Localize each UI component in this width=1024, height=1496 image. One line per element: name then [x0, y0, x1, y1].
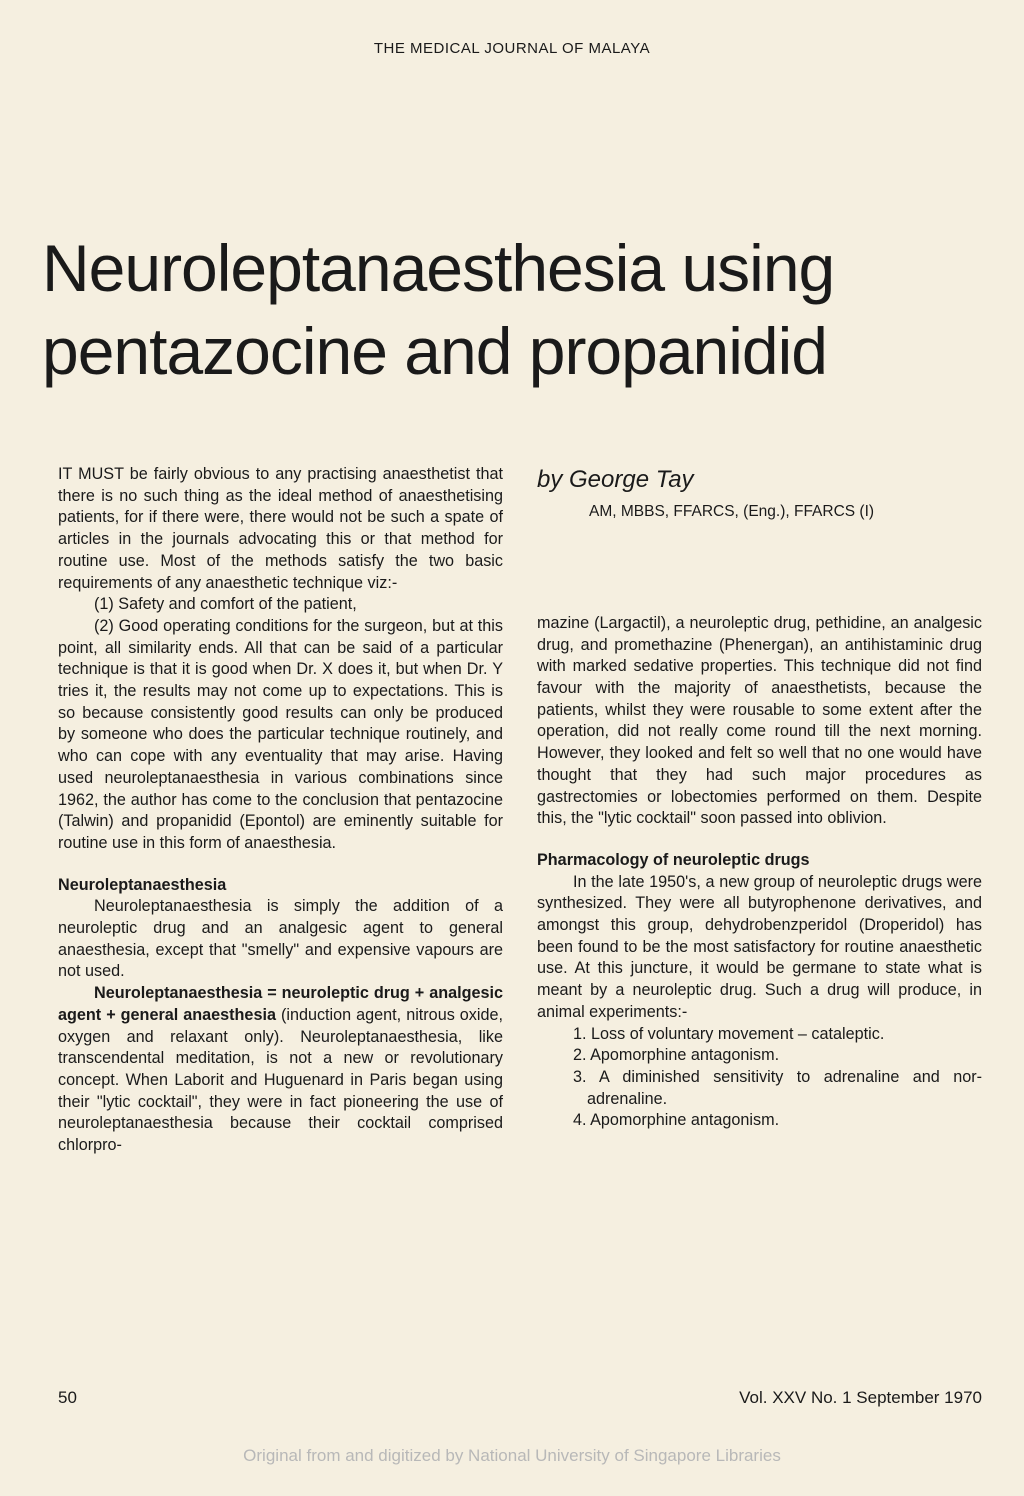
section-heading-pharmacology: Pharmacology of neuroleptic drugs — [537, 850, 982, 872]
neurolept-para-1: Neuroleptanaesthesia is simply the addit… — [58, 896, 503, 983]
pharmacology-para: In the late 1950's, a new group of neuro… — [537, 872, 982, 1024]
journal-header: THE MEDICAL JOURNAL OF MALAYA — [42, 40, 982, 57]
requirement-1: (1) Safety and comfort of the patient, — [58, 594, 503, 616]
effect-3: 3. A diminished sensitivity to adrenalin… — [537, 1067, 982, 1110]
section-heading-neurolept: Neuroleptanaesthesia — [58, 875, 503, 897]
effect-4: 4. Apomorphine antagonism. — [537, 1110, 982, 1132]
neurolept-equation-para: Neuroleptanaesthesia = neuroleptic drug … — [58, 983, 503, 1157]
author-byline: by George Tay — [537, 464, 982, 496]
requirement-2-and-continuation: (2) Good operating conditions for the su… — [58, 616, 503, 855]
intro-paragraph: IT MUST be fairly obvious to any practis… — [58, 464, 503, 594]
right-column: by George Tay AM, MBBS, FFARCS, (Eng.), … — [537, 464, 982, 1157]
article-title: Neuroleptanaesthesia using pentazocine a… — [42, 227, 982, 392]
equation-continuation: (induction agent, nitrous oxide, oxygen … — [58, 1006, 503, 1154]
right-para-1: mazine (Largactil), a neuroleptic drug, … — [537, 613, 982, 830]
effect-1: 1. Loss of voluntary movement – catalept… — [537, 1024, 982, 1046]
issue-info: Vol. XXV No. 1 September 1970 — [739, 1388, 982, 1408]
digitization-watermark: Original from and digitized by National … — [0, 1446, 1024, 1466]
left-column: IT MUST be fairly obvious to any practis… — [58, 464, 503, 1157]
page-footer: 50 Vol. XXV No. 1 September 1970 — [58, 1388, 982, 1408]
two-column-body: IT MUST be fairly obvious to any practis… — [58, 464, 982, 1157]
page-number: 50 — [58, 1388, 77, 1408]
continuation-text: but at this point, all similarity ends. … — [58, 617, 503, 852]
author-credentials: AM, MBBS, FFARCS, (Eng.), FFARCS (I) — [537, 502, 982, 523]
effect-2: 2. Apomorphine antagonism. — [537, 1045, 982, 1067]
requirement-2: (2) Good operating conditions for the su… — [58, 617, 427, 635]
